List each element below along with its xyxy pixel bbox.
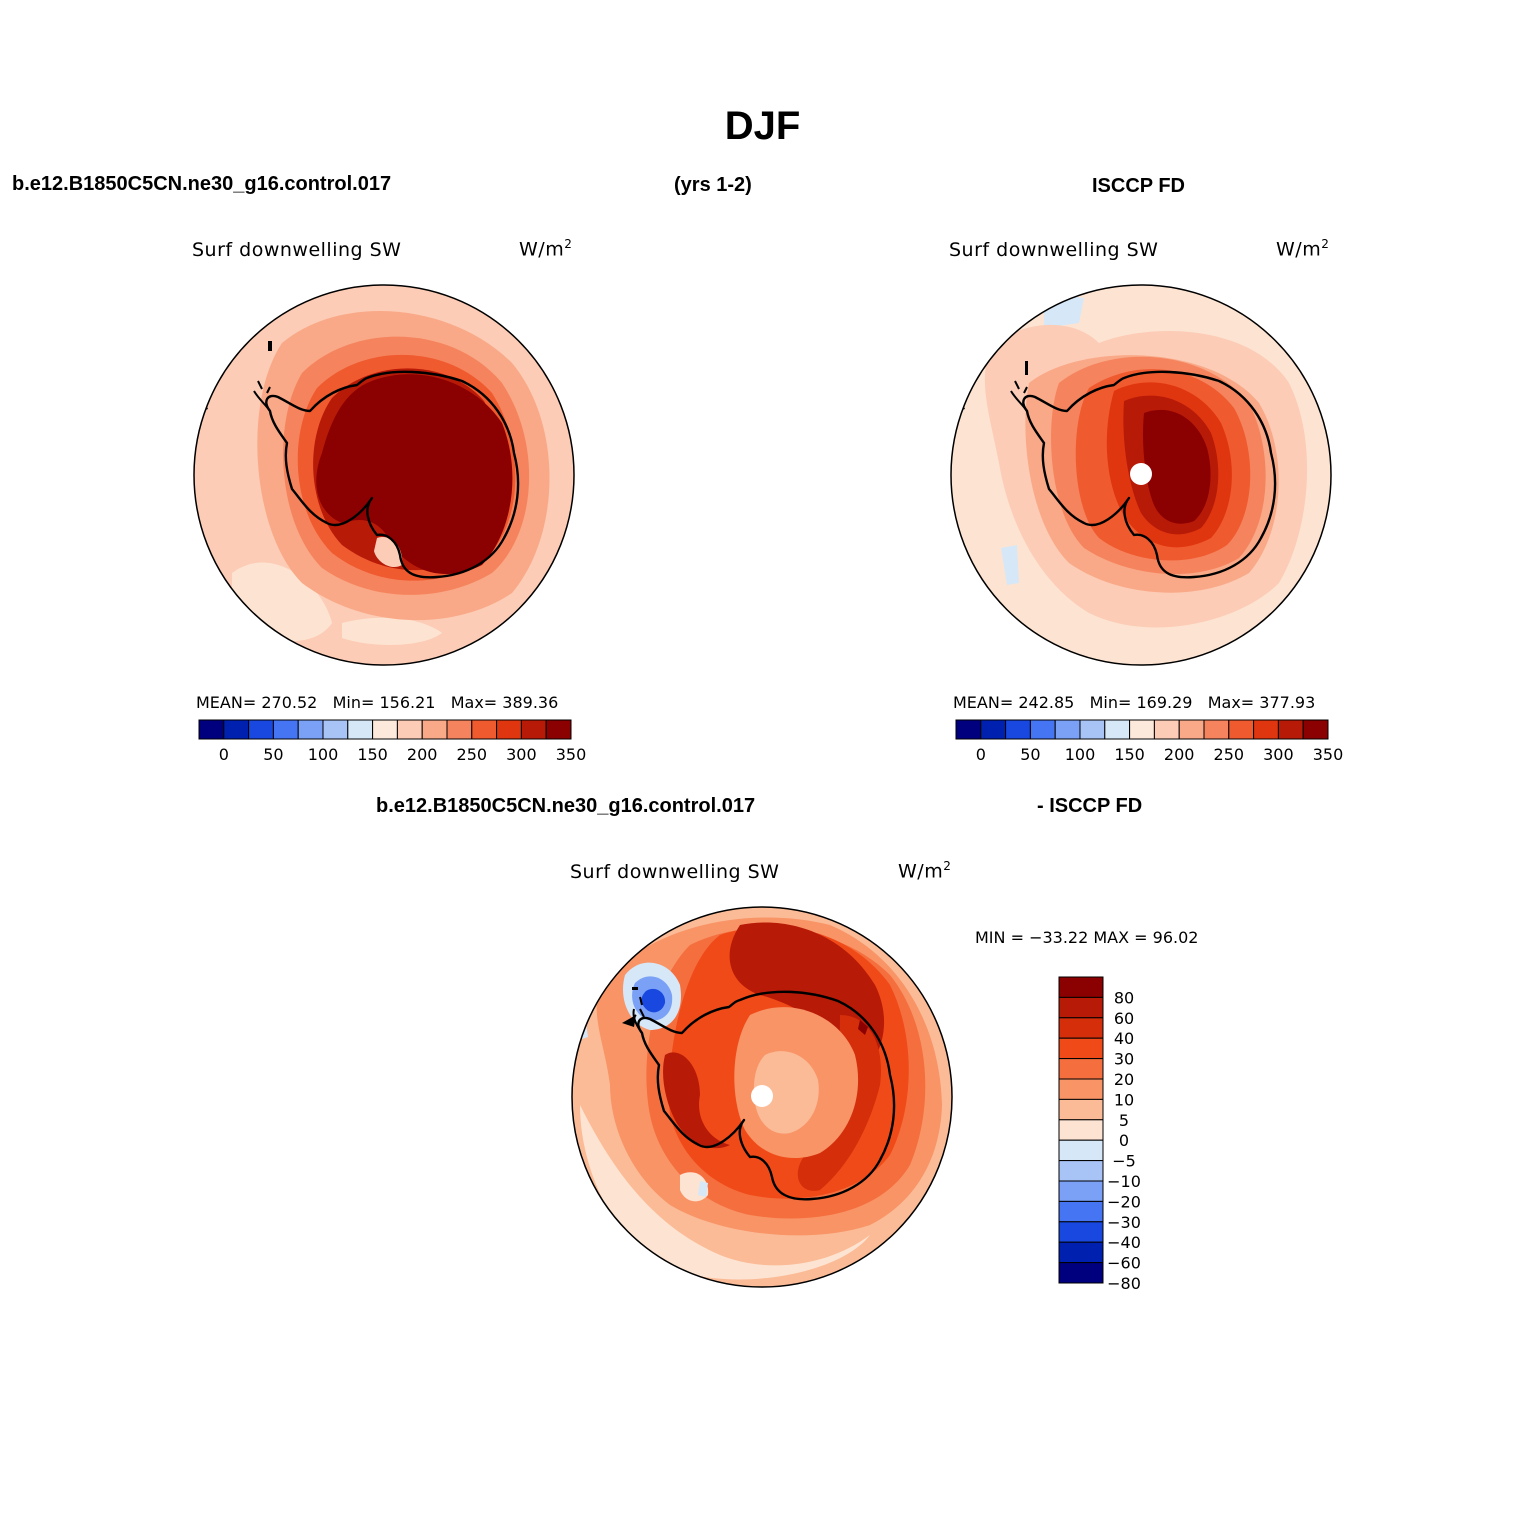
colorbar-box <box>1203 719 1230 740</box>
colorbar-box <box>248 719 274 740</box>
colorbar-tick-label: −20 <box>1107 1192 1141 1211</box>
colorbar-tick-label: 200 <box>1164 745 1195 764</box>
panel2-polar-map <box>950 284 1332 666</box>
diff-case-name-label: b.e12.B1850C5CN.ne30_g16.control.017 <box>376 795 756 817</box>
colorbar-box <box>1054 719 1081 740</box>
colorbar-tick-label: 60 <box>1114 1009 1134 1028</box>
colorbar-tick-label: 150 <box>1114 745 1145 764</box>
panel2-units: W/m2 <box>1276 237 1330 261</box>
panel2-stats: MEAN= 242.85 Min= 169.29 Max= 377.93 <box>953 693 1316 712</box>
obs-name-label: ISCCP FD <box>1092 175 1185 197</box>
colorbar-tick-label: 100 <box>308 745 339 764</box>
diff-units: W/m2 <box>898 859 952 883</box>
colorbar-tick-label: 350 <box>556 745 587 764</box>
colorbar-tick-label: −5 <box>1112 1152 1136 1171</box>
colorbar-box <box>1277 719 1304 740</box>
colorbar-tick-label: 10 <box>1114 1090 1134 1109</box>
colorbar-tick-label: 0 <box>1119 1131 1129 1150</box>
panel2-variable-title: Surf downwelling SW <box>949 239 1159 261</box>
colorbar-box <box>396 719 423 740</box>
colorbar-box <box>496 719 522 740</box>
colorbar-box <box>1302 719 1329 740</box>
panel2-colorbar: 0 50 100 150 200 250 300 350 <box>955 719 1343 764</box>
colorbar-box <box>1058 1221 1104 1243</box>
colorbar-box <box>471 719 498 740</box>
panel1-polar-map <box>193 284 575 666</box>
colorbar-tick-label: −60 <box>1107 1254 1141 1273</box>
colorbar-tick-label: 100 <box>1065 745 1096 764</box>
colorbar-box <box>1104 719 1131 740</box>
colorbar-box <box>1228 719 1255 740</box>
colorbar-tick-label: 30 <box>1114 1050 1134 1069</box>
colorbar-box <box>1058 1058 1104 1080</box>
panel1-variable-title: Surf downwelling SW <box>192 239 402 261</box>
colorbar-box <box>223 719 250 740</box>
colorbar-tick-label: 40 <box>1114 1029 1134 1048</box>
colorbar-tick-label: −80 <box>1107 1274 1141 1293</box>
colorbar-box <box>545 719 572 740</box>
colorbar-box <box>1058 1037 1104 1060</box>
colorbar-tick-label: 20 <box>1114 1070 1134 1089</box>
colorbar-tick-label: −30 <box>1107 1213 1141 1232</box>
colorbar-box <box>955 719 982 740</box>
colorbar-box <box>297 719 324 740</box>
colorbar-tick-label: −40 <box>1107 1233 1141 1252</box>
colorbar-box <box>1058 1160 1104 1182</box>
colorbar-tick-label: 300 <box>1263 745 1294 764</box>
colorbar-box <box>1058 1180 1104 1202</box>
colorbar-box <box>1029 719 1056 740</box>
panel1-colorbar: 0 50 100 150 200 250 300 350 <box>198 719 586 764</box>
panel1-units: W/m2 <box>519 237 573 261</box>
colorbar-box <box>1058 976 1104 998</box>
colorbar-tick-label: 250 <box>1214 745 1245 764</box>
colorbar-box <box>446 719 473 740</box>
colorbar-tick-label: 300 <box>506 745 537 764</box>
colorbar-tick-label: 250 <box>457 745 488 764</box>
colorbar-box <box>1153 719 1180 740</box>
colorbar-box <box>372 719 398 740</box>
colorbar-box <box>980 719 1007 740</box>
colorbar-box <box>1079 719 1106 740</box>
colorbar-box <box>1058 1098 1104 1121</box>
colorbar-tick-label: 150 <box>357 745 388 764</box>
colorbar-box <box>1058 1200 1104 1223</box>
diff-obs-name-label: - ISCCP FD <box>1037 795 1143 817</box>
colorbar-box <box>272 719 299 740</box>
colorbar-tick-label: 0 <box>976 745 986 764</box>
colorbar-box <box>1058 1017 1104 1039</box>
years-label: (yrs 1-2) <box>674 174 752 196</box>
colorbar-box <box>1005 719 1031 740</box>
colorbar-tick-label: 200 <box>407 745 438 764</box>
panel1-stats: MEAN= 270.52 Min= 156.21 Max= 389.36 <box>196 693 559 712</box>
colorbar-box <box>421 719 448 740</box>
colorbar-box <box>1058 1139 1104 1162</box>
colorbar-box <box>1253 719 1279 740</box>
colorbar-tick-label: 50 <box>263 745 283 764</box>
page-title: DJF <box>724 104 801 148</box>
diff-minmax-text: MIN = −33.22 MAX = 96.02 <box>975 928 1199 947</box>
colorbar-tick-label: 80 <box>1114 988 1134 1007</box>
colorbar-box <box>1058 1262 1104 1284</box>
colorbar-box <box>1058 1241 1104 1264</box>
colorbar-box <box>1178 719 1205 740</box>
colorbar-box <box>198 719 225 740</box>
colorbar-tick-label: 0 <box>219 745 229 764</box>
colorbar-box <box>520 719 547 740</box>
colorbar-tick-label: 50 <box>1020 745 1040 764</box>
colorbar-tick-label: 5 <box>1119 1111 1129 1130</box>
colorbar-box <box>1058 1078 1104 1100</box>
case-name-label: b.e12.B1850C5CN.ne30_g16.control.017 <box>12 173 392 195</box>
colorbar-box <box>1058 1119 1104 1141</box>
diff-variable-title: Surf downwelling SW <box>570 861 780 883</box>
colorbar-box <box>1058 996 1104 1019</box>
colorbar-tick-label: −10 <box>1107 1172 1141 1191</box>
colorbar-box <box>322 719 349 740</box>
colorbar-tick-label: 350 <box>1313 745 1344 764</box>
colorbar-box <box>347 719 374 740</box>
colorbar-box <box>1129 719 1155 740</box>
diff-polar-map <box>571 906 953 1288</box>
